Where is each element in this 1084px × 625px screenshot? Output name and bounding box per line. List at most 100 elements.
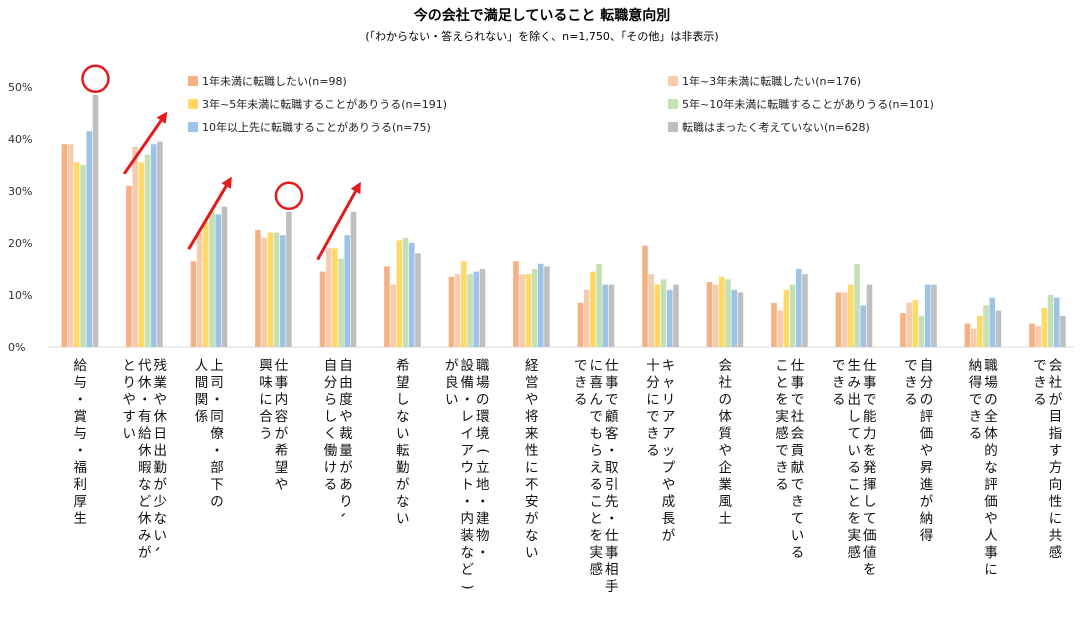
category-label-char: に: [259, 392, 273, 408]
bar: [350, 211, 357, 347]
category-label-char: が: [138, 545, 152, 561]
category-label-char: (: [475, 448, 491, 453]
category-label-char: 事: [605, 375, 619, 391]
category-label-char: こ: [775, 358, 789, 374]
category-label-char: 分: [324, 375, 338, 391]
bar: [608, 284, 615, 347]
category-label-char: 不: [525, 477, 539, 493]
bar: [261, 237, 267, 347]
bar: [989, 297, 996, 347]
category-label-char: 賞: [74, 409, 88, 425]
category-label-char: や: [123, 392, 137, 408]
category-label-char: 相: [605, 562, 619, 578]
category-label-char: き: [969, 409, 983, 425]
category-label-char: 部: [210, 460, 224, 476]
bar: [860, 305, 867, 347]
trend-arrow: [316, 190, 357, 261]
bar: [906, 302, 912, 347]
bar: [924, 284, 931, 347]
category-label-char: で: [646, 409, 660, 425]
category-label-char: 喜: [590, 375, 604, 391]
category-label-char: 引: [605, 477, 619, 493]
category-label-char: 有: [138, 409, 152, 425]
category-label-char: が: [1049, 392, 1063, 408]
category-label-char: ど: [138, 494, 152, 510]
category-labels: 給与・賞与・福利厚生残業や休日出勤が少ない、代休・有給休暇など休みがとりやすい上…: [74, 358, 1063, 595]
category-label-char: の: [719, 392, 733, 408]
category-label-char: く: [324, 426, 338, 442]
category-label-char: 関: [195, 392, 209, 408]
bar: [789, 284, 796, 347]
category-label-char: 暇: [138, 460, 152, 476]
category-label-char: み: [138, 528, 152, 544]
category-label-char: い: [396, 511, 410, 527]
bar: [513, 261, 519, 347]
bar: [544, 266, 550, 347]
category-label-char: ・: [210, 443, 224, 459]
category-label-char: 価: [920, 426, 934, 442]
bar: [221, 206, 228, 347]
category-label-char: ・: [74, 443, 88, 459]
highlight-circle: [81, 64, 110, 94]
bar: [648, 274, 654, 347]
category-label-char: 自: [339, 358, 353, 374]
category-label-char: る: [590, 477, 604, 493]
category-label-char: 価: [863, 528, 877, 544]
bar: [390, 284, 396, 347]
category-label-char: が: [920, 494, 934, 510]
y-tick-label: 40%: [8, 133, 32, 146]
bar: [602, 284, 609, 347]
category-label-char: あ: [339, 477, 353, 493]
category-label-char: 向: [1049, 477, 1063, 493]
legend-label: 1年~3年未満に転職したい(n=176): [682, 74, 861, 88]
category-label-char: 揮: [863, 477, 877, 493]
category-label-char: ど: [461, 562, 475, 578]
category-label-char: 、: [338, 512, 354, 526]
legend-swatch: [668, 99, 678, 109]
category-label-char: 社: [791, 409, 805, 425]
category-label-char: い: [848, 443, 862, 459]
category-label-char: 昇: [920, 460, 934, 476]
category-label-char: み: [848, 375, 862, 391]
category-label-char: 風: [719, 494, 733, 510]
category-label-char: き: [646, 426, 660, 442]
category-label-char: が: [445, 358, 459, 374]
category-label-char: ・: [476, 545, 490, 561]
bar: [138, 162, 145, 347]
category-label-char: ・: [605, 443, 619, 459]
chart-subtitle: (「わからない・答えられない」を除く、n=1,750、「その他」は非表示): [365, 29, 718, 43]
category-label-char: 司: [210, 375, 224, 391]
category-label-char: ト: [461, 477, 475, 493]
category-label-char: や: [339, 409, 353, 425]
category-label-char: き: [791, 494, 805, 510]
category-label-char: き: [904, 375, 918, 391]
legend-item: 3年~5年未満に転職することがありうる(n=191): [188, 97, 447, 111]
category-label-char: 生: [74, 511, 88, 527]
category-label-char: 生: [848, 358, 862, 374]
category-label-char: 地: [476, 477, 490, 493]
category-label-char: 物: [476, 528, 490, 544]
category-label-char: や: [984, 511, 998, 527]
bar: [473, 271, 480, 347]
category-label-char: 休: [138, 443, 152, 459]
category-label-char: ・: [476, 494, 490, 510]
bar: [1035, 326, 1041, 347]
bar: [537, 263, 544, 347]
bar: [273, 232, 280, 347]
bar: [977, 315, 983, 347]
category-label-char: し: [396, 392, 410, 408]
category-label-char: を: [848, 511, 862, 527]
category-label-char: に: [525, 460, 539, 476]
bar: [92, 94, 99, 347]
category-label-char: 建: [476, 511, 490, 527]
legend: 1年未満に転職したい(n=98) 1年~3年未満に転職したい(n=176) 3年~5…: [188, 74, 934, 134]
bar: [660, 279, 667, 347]
bar: [196, 232, 203, 347]
category-label-char: に: [984, 562, 998, 578]
